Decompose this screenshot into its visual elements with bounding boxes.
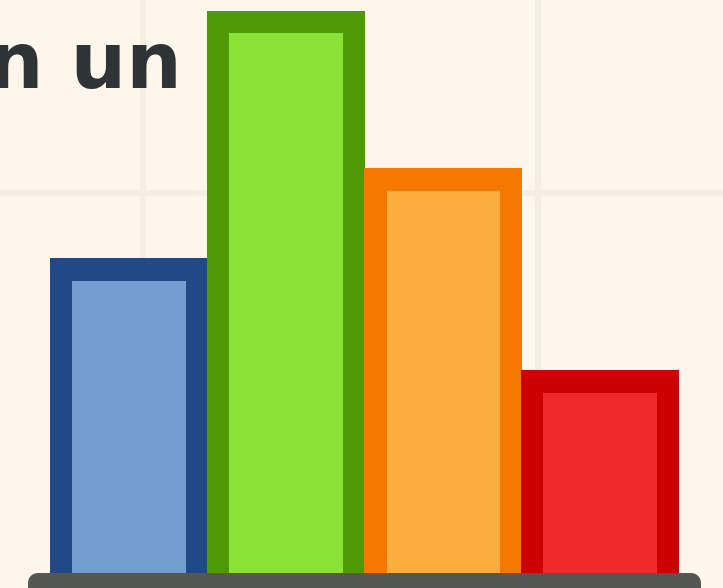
bar-fill [543,393,657,588]
bar-fill [387,191,500,588]
caption: n un [0,17,182,107]
base [28,573,701,588]
bar-fill [72,281,186,588]
bar-fill [229,33,343,588]
